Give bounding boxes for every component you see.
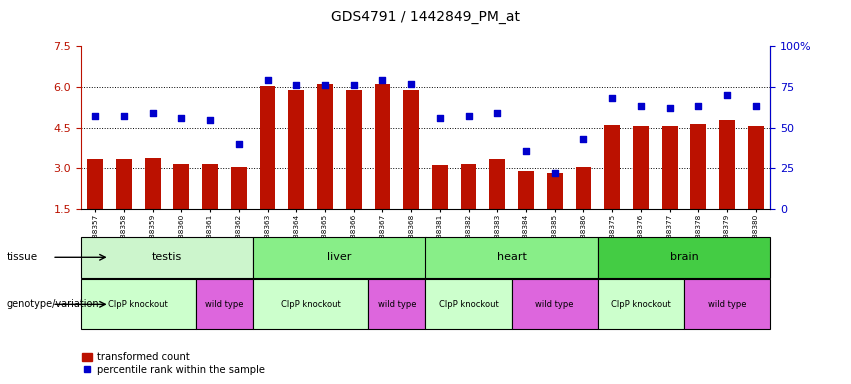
Point — [174, 115, 188, 121]
Point — [318, 82, 332, 88]
Bar — [518, 171, 534, 209]
Text: tissue: tissue — [7, 252, 38, 262]
Text: genotype/variation: genotype/variation — [7, 299, 100, 310]
Point — [232, 141, 246, 147]
Bar — [174, 164, 189, 209]
Point — [260, 77, 274, 83]
Point — [203, 116, 217, 122]
Point — [577, 136, 591, 142]
Point — [548, 170, 562, 177]
Bar — [604, 125, 620, 209]
Bar — [203, 164, 218, 209]
Bar — [374, 84, 391, 209]
Point — [519, 147, 533, 154]
Bar — [403, 89, 419, 209]
Bar — [748, 126, 763, 209]
Point — [462, 113, 476, 119]
Text: wild type: wild type — [378, 300, 416, 309]
Point — [720, 92, 734, 98]
Bar — [426, 237, 597, 278]
Bar — [254, 237, 426, 278]
Text: liver: liver — [327, 252, 351, 262]
Text: wild type: wild type — [205, 300, 243, 309]
Bar — [684, 280, 770, 329]
Point — [375, 77, 389, 83]
Text: ClpP knockout: ClpP knockout — [108, 300, 168, 309]
Bar — [116, 159, 132, 209]
Bar — [662, 126, 677, 209]
Bar — [597, 237, 770, 278]
Bar — [432, 165, 448, 209]
Point — [347, 82, 361, 88]
Text: ClpP knockout: ClpP knockout — [281, 300, 340, 309]
Text: ClpP knockout: ClpP knockout — [439, 300, 499, 309]
Text: testis: testis — [151, 252, 182, 262]
Bar — [254, 280, 368, 329]
Bar — [690, 124, 706, 209]
Point — [749, 103, 762, 109]
Text: brain: brain — [670, 252, 699, 262]
Bar — [231, 167, 247, 209]
Bar — [633, 126, 648, 209]
Text: ClpP knockout: ClpP knockout — [611, 300, 671, 309]
Point — [146, 110, 159, 116]
Bar — [426, 280, 511, 329]
Bar — [719, 120, 735, 209]
Point — [692, 103, 705, 109]
Bar — [489, 159, 505, 209]
Bar — [368, 280, 426, 329]
Bar — [597, 280, 684, 329]
Text: wild type: wild type — [535, 300, 574, 309]
Point — [89, 113, 102, 119]
Text: heart: heart — [497, 252, 527, 262]
Legend: transformed count, percentile rank within the sample: transformed count, percentile rank withi… — [82, 352, 265, 375]
Bar — [88, 159, 103, 209]
Bar — [145, 157, 161, 209]
Point — [605, 95, 619, 101]
Point — [404, 81, 418, 87]
Bar — [547, 172, 563, 209]
Bar — [196, 280, 254, 329]
Bar — [460, 164, 477, 209]
Bar — [346, 89, 362, 209]
Bar — [511, 280, 597, 329]
Point — [663, 105, 677, 111]
Text: GDS4791 / 1442849_PM_at: GDS4791 / 1442849_PM_at — [331, 10, 520, 24]
Bar — [260, 86, 276, 209]
Point — [433, 115, 447, 121]
Point — [490, 110, 504, 116]
Bar — [575, 167, 591, 209]
Bar — [81, 237, 254, 278]
Point — [289, 82, 303, 88]
Point — [634, 103, 648, 109]
Bar — [288, 89, 304, 209]
Bar — [317, 84, 333, 209]
Point — [117, 113, 131, 119]
Text: wild type: wild type — [708, 300, 746, 309]
Bar — [81, 280, 196, 329]
